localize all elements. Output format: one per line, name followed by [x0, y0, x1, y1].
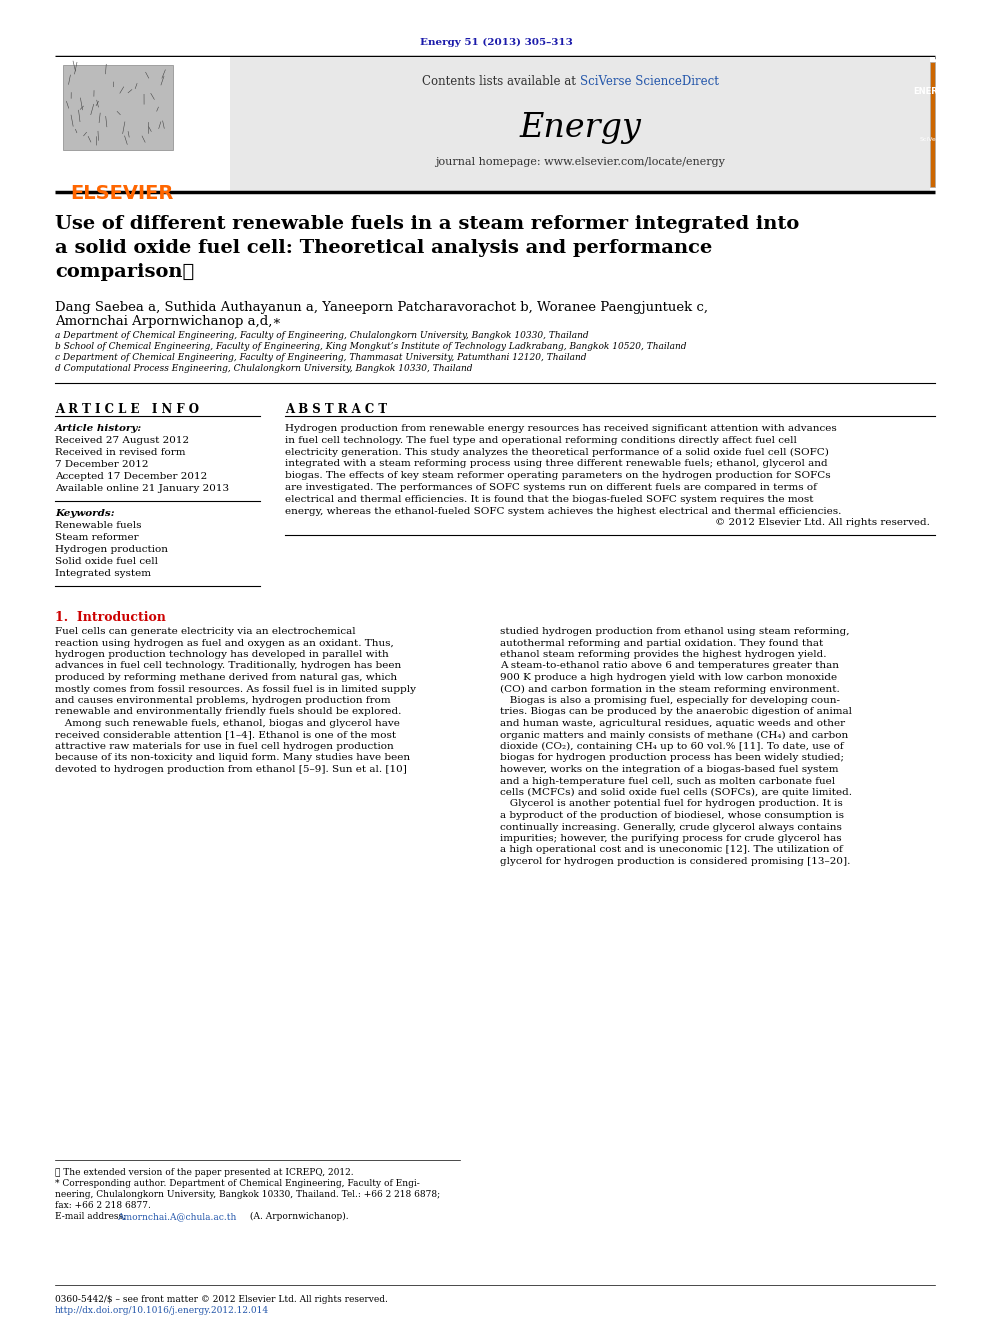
Text: Amornchai Arpornwichanop a,d,∗: Amornchai Arpornwichanop a,d,∗ [55, 315, 282, 328]
Text: however, works on the integration of a biogas-based fuel system: however, works on the integration of a b… [500, 765, 838, 774]
Text: dioxide (CO₂), containing CH₄ up to 60 vol.% [11]. To date, use of: dioxide (CO₂), containing CH₄ up to 60 v… [500, 742, 843, 751]
Bar [930, 62, 935, 187]
Text: 0360-5442/$ – see front matter © 2012 Elsevier Ltd. All rights reserved.: 0360-5442/$ – see front matter © 2012 El… [55, 1295, 388, 1304]
Text: Fuel cells can generate electricity via an electrochemical: Fuel cells can generate electricity via … [55, 627, 355, 636]
Text: a solid oxide fuel cell: Theoretical analysis and performance: a solid oxide fuel cell: Theoretical ana… [55, 239, 712, 257]
Text: Use of different renewable fuels in a steam reformer integrated into: Use of different renewable fuels in a st… [55, 216, 800, 233]
Bar [930, 57, 935, 192]
Text: Contents lists available at: Contents lists available at [423, 75, 580, 89]
Text: biogas. The effects of key steam reformer operating parameters on the hydrogen p: biogas. The effects of key steam reforme… [285, 471, 830, 480]
Text: Steam reformer: Steam reformer [55, 533, 139, 542]
Text: electricity generation. This study analyzes the theoretical performance of a sol: electricity generation. This study analy… [285, 447, 829, 456]
Text: b School of Chemical Engineering, Faculty of Engineering, King Mongkut’s Institu: b School of Chemical Engineering, Facult… [55, 343, 686, 351]
Text: Hydrogen production from renewable energy resources has received significant att: Hydrogen production from renewable energ… [285, 423, 836, 433]
Text: comparison⋆: comparison⋆ [55, 263, 194, 280]
Text: a Department of Chemical Engineering, Faculty of Engineering, Chulalongkorn Univ: a Department of Chemical Engineering, Fa… [55, 331, 588, 340]
Text: Integrated system: Integrated system [55, 569, 151, 578]
Text: Hydrogen production: Hydrogen production [55, 545, 168, 554]
Text: Received 27 August 2012: Received 27 August 2012 [55, 437, 189, 445]
Text: A B S T R A C T: A B S T R A C T [285, 404, 387, 415]
Text: Energy 51 (2013) 305–313: Energy 51 (2013) 305–313 [420, 38, 572, 48]
Text: and causes environmental problems, hydrogen production from: and causes environmental problems, hydro… [55, 696, 391, 705]
Text: (CO) and carbon formation in the steam reforming environment.: (CO) and carbon formation in the steam r… [500, 684, 840, 693]
Text: * Corresponding author. Department of Chemical Engineering, Faculty of Engi-: * Corresponding author. Department of Ch… [55, 1179, 420, 1188]
Text: produced by reforming methane derived from natural gas, which: produced by reforming methane derived fr… [55, 673, 397, 681]
Bar [63, 65, 173, 149]
Text: studied hydrogen production from ethanol using steam reforming,: studied hydrogen production from ethanol… [500, 627, 849, 636]
Text: continually increasing. Generally, crude glycerol always contains: continually increasing. Generally, crude… [500, 823, 842, 831]
Text: a high operational cost and is uneconomic [12]. The utilization of: a high operational cost and is uneconomi… [500, 845, 843, 855]
Text: ELSEVIER: ELSEVIER [70, 184, 174, 202]
Text: (A. Arpornwichanop).: (A. Arpornwichanop). [247, 1212, 348, 1221]
Text: reaction using hydrogen as fuel and oxygen as an oxidant. Thus,: reaction using hydrogen as fuel and oxyg… [55, 639, 394, 647]
Text: Accepted 17 December 2012: Accepted 17 December 2012 [55, 472, 207, 482]
Text: Renewable fuels: Renewable fuels [55, 521, 142, 531]
Text: fax: +66 2 218 6877.: fax: +66 2 218 6877. [55, 1201, 151, 1211]
Text: © 2012 Elsevier Ltd. All rights reserved.: © 2012 Elsevier Ltd. All rights reserved… [715, 519, 930, 528]
Text: tries. Biogas can be produced by the anaerobic digestion of animal: tries. Biogas can be produced by the ana… [500, 708, 852, 717]
Text: advances in fuel cell technology. Traditionally, hydrogen has been: advances in fuel cell technology. Tradit… [55, 662, 401, 671]
Text: http://dx.doi.org/10.1016/j.energy.2012.12.014: http://dx.doi.org/10.1016/j.energy.2012.… [55, 1306, 269, 1315]
Text: Article history:: Article history: [55, 423, 142, 433]
Text: biogas for hydrogen production process has been widely studied;: biogas for hydrogen production process h… [500, 754, 844, 762]
Text: E-mail address:: E-mail address: [55, 1212, 129, 1221]
Text: c Department of Chemical Engineering, Faculty of Engineering, Thammasat Universi: c Department of Chemical Engineering, Fa… [55, 353, 586, 363]
Text: A R T I C L E   I N F O: A R T I C L E I N F O [55, 404, 199, 415]
Text: 900 K produce a high hydrogen yield with low carbon monoxide: 900 K produce a high hydrogen yield with… [500, 673, 837, 681]
Text: neering, Chulalongkorn University, Bangkok 10330, Thailand. Tel.: +66 2 218 6878: neering, Chulalongkorn University, Bangk… [55, 1189, 440, 1199]
Text: autothermal reforming and partial oxidation. They found that: autothermal reforming and partial oxidat… [500, 639, 823, 647]
Text: electrical and thermal efficiencies. It is found that the biogas-fueled SOFC sys: electrical and thermal efficiencies. It … [285, 495, 813, 504]
Text: SciVerse ScienceDirect: SciVerse ScienceDirect [580, 75, 719, 89]
Text: Dang Saebea a, Suthida Authayanun a, Yaneeporn Patcharavorachot b, Woranee Paeng: Dang Saebea a, Suthida Authayanun a, Yan… [55, 302, 708, 314]
Text: A steam-to-ethanol ratio above 6 and temperatures greater than: A steam-to-ethanol ratio above 6 and tem… [500, 662, 839, 671]
Text: 1.  Introduction: 1. Introduction [55, 611, 166, 624]
Text: Biogas is also a promising fuel, especially for developing coun-: Biogas is also a promising fuel, especia… [500, 696, 840, 705]
Text: Available online 21 January 2013: Available online 21 January 2013 [55, 484, 229, 493]
Bar [55, 57, 230, 192]
Text: Received in revised form: Received in revised form [55, 448, 186, 456]
Text: received considerable attention [1–4]. Ethanol is one of the most: received considerable attention [1–4]. E… [55, 730, 396, 740]
Bar [230, 57, 930, 192]
Text: Among such renewable fuels, ethanol, biogas and glycerol have: Among such renewable fuels, ethanol, bio… [55, 718, 400, 728]
Text: 7 December 2012: 7 December 2012 [55, 460, 149, 468]
Text: ⋆ The extended version of the paper presented at ICREPQ, 2012.: ⋆ The extended version of the paper pres… [55, 1168, 353, 1177]
Text: devoted to hydrogen production from ethanol [5–9]. Sun et al. [10]: devoted to hydrogen production from etha… [55, 765, 407, 774]
Text: Amornchai.A@chula.ac.th: Amornchai.A@chula.ac.th [117, 1212, 236, 1221]
Text: a byproduct of the production of biodiesel, whose consumption is: a byproduct of the production of biodies… [500, 811, 844, 820]
Text: and human waste, agricultural residues, aquatic weeds and other: and human waste, agricultural residues, … [500, 718, 845, 728]
Text: SciVerse: SciVerse [920, 138, 945, 142]
Text: hydrogen production technology has developed in parallel with: hydrogen production technology has devel… [55, 650, 389, 659]
Text: and a high-temperature fuel cell, such as molten carbonate fuel: and a high-temperature fuel cell, such a… [500, 777, 835, 786]
Text: journal homepage: www.elsevier.com/locate/energy: journal homepage: www.elsevier.com/locat… [435, 157, 725, 167]
Text: Glycerol is another potential fuel for hydrogen production. It is: Glycerol is another potential fuel for h… [500, 799, 843, 808]
Text: cells (MCFCs) and solid oxide fuel cells (SOFCs), are quite limited.: cells (MCFCs) and solid oxide fuel cells… [500, 789, 852, 798]
Text: impurities; however, the purifying process for crude glycerol has: impurities; however, the purifying proce… [500, 833, 841, 843]
Text: Keywords:: Keywords: [55, 509, 115, 519]
Text: because of its non-toxicity and liquid form. Many studies have been: because of its non-toxicity and liquid f… [55, 754, 410, 762]
Text: in fuel cell technology. The fuel type and operational reforming conditions dire: in fuel cell technology. The fuel type a… [285, 435, 797, 445]
Text: integrated with a steam reforming process using three different renewable fuels;: integrated with a steam reforming proces… [285, 459, 827, 468]
Text: glycerol for hydrogen production is considered promising [13–20].: glycerol for hydrogen production is cons… [500, 857, 850, 867]
Text: d Computational Process Engineering, Chulalongkorn University, Bangkok 10330, Th: d Computational Process Engineering, Chu… [55, 364, 472, 373]
Text: mostly comes from fossil resources. As fossil fuel is in limited supply: mostly comes from fossil resources. As f… [55, 684, 416, 693]
Text: are investigated. The performances of SOFC systems run on different fuels are co: are investigated. The performances of SO… [285, 483, 816, 492]
Text: attractive raw materials for use in fuel cell hydrogen production: attractive raw materials for use in fuel… [55, 742, 394, 751]
Text: organic matters and mainly consists of methane (CH₄) and carbon: organic matters and mainly consists of m… [500, 730, 848, 740]
Text: ethanol steam reforming provides the highest hydrogen yield.: ethanol steam reforming provides the hig… [500, 650, 826, 659]
Text: Energy: Energy [519, 112, 641, 144]
Text: ENERGY: ENERGY [914, 87, 951, 97]
Text: Solid oxide fuel cell: Solid oxide fuel cell [55, 557, 158, 566]
Text: renewable and environmentally friendly fuels should be explored.: renewable and environmentally friendly f… [55, 708, 402, 717]
Text: energy, whereas the ethanol-fueled SOFC system achieves the highest electrical a: energy, whereas the ethanol-fueled SOFC … [285, 507, 841, 516]
